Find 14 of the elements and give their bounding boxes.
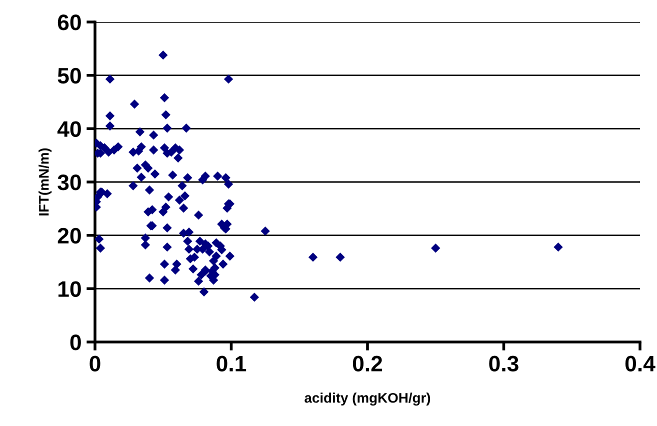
- y-tick-label: 20: [58, 228, 81, 244]
- x-tick-label: 0.1: [216, 356, 246, 372]
- y-axis-title: IFT(mN/m): [38, 148, 52, 216]
- y-tick-label: 10: [58, 281, 81, 297]
- x-tick-label: 0: [90, 356, 100, 372]
- y-tick-label: 50: [58, 68, 81, 84]
- y-tick-label: 40: [57, 121, 81, 137]
- x-tick-label: 0.4: [625, 356, 656, 372]
- y-tick-label: 60: [58, 14, 81, 30]
- x-tick-label: 0.3: [489, 356, 518, 372]
- y-tick-label: 0: [70, 334, 81, 350]
- x-axis-title: acidity (mgKOH/gr): [304, 392, 430, 406]
- x-tick-label: 0.2: [352, 356, 382, 372]
- y-tick-label: 30: [58, 174, 81, 190]
